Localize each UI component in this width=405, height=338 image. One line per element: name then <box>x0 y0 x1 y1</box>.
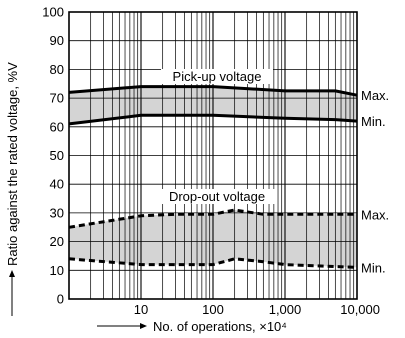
y-tick-label: 90 <box>50 33 64 48</box>
x-axis-arrow-head <box>140 323 147 329</box>
series-lines <box>68 85 358 269</box>
y-tick-label: 50 <box>50 148 64 163</box>
x-axis-label: No. of operations, ×10⁴ <box>153 319 287 334</box>
series-line-dropout-max <box>68 208 357 229</box>
y-axis-title: Ratio against the rated voltage, %V <box>5 62 20 316</box>
y-tick-label: 0 <box>57 292 64 307</box>
y-tick-label: 10 <box>50 263 64 278</box>
plot-frame <box>68 11 358 300</box>
series-name-bg-pickup <box>161 69 273 84</box>
x-tick-label: 1,000 <box>269 302 302 317</box>
series-labels: Pick-up voltage Max. Min. Drop-out voltage M… <box>157 69 389 275</box>
series-line-pickup-min <box>68 113 358 126</box>
y-tick-label: 80 <box>50 62 64 77</box>
y-tick-label: 100 <box>42 5 64 20</box>
y-tick-label: 30 <box>50 205 64 220</box>
y-tick-label: 60 <box>50 119 64 134</box>
y-axis-arrow-head <box>9 270 15 277</box>
y-axis-label: Ratio against the rated voltage, %V <box>5 62 20 266</box>
series-name-dropout: Drop-out voltage <box>169 189 265 204</box>
series-line-dropout-min <box>68 257 358 269</box>
series-name-bg-dropout <box>157 189 277 204</box>
series-line-pickup-max <box>68 85 358 97</box>
x-tick-label: 10 <box>134 302 148 317</box>
series-end-label-pickup-max: Max. <box>361 88 389 103</box>
grid-layer <box>69 12 357 299</box>
y-tick-label: 70 <box>50 91 64 106</box>
tick-labels: 0 10 20 30 40 50 60 70 80 90 100 10 100 1,000 10,000 <box>42 5 380 318</box>
series-end-label-pickup-min: Min. <box>361 114 386 129</box>
series-end-label-dropout-max: Max. <box>361 207 389 222</box>
x-tick-label: 100 <box>202 302 224 317</box>
x-axis-title: No. of operations, ×10⁴ <box>97 319 287 334</box>
series-end-label-dropout-min: Min. <box>361 260 386 275</box>
series-name-pickup: Pick-up voltage <box>173 69 262 84</box>
y-tick-label: 20 <box>50 234 64 249</box>
x-tick-label: 10,000 <box>340 302 380 317</box>
y-tick-label: 40 <box>50 177 64 192</box>
